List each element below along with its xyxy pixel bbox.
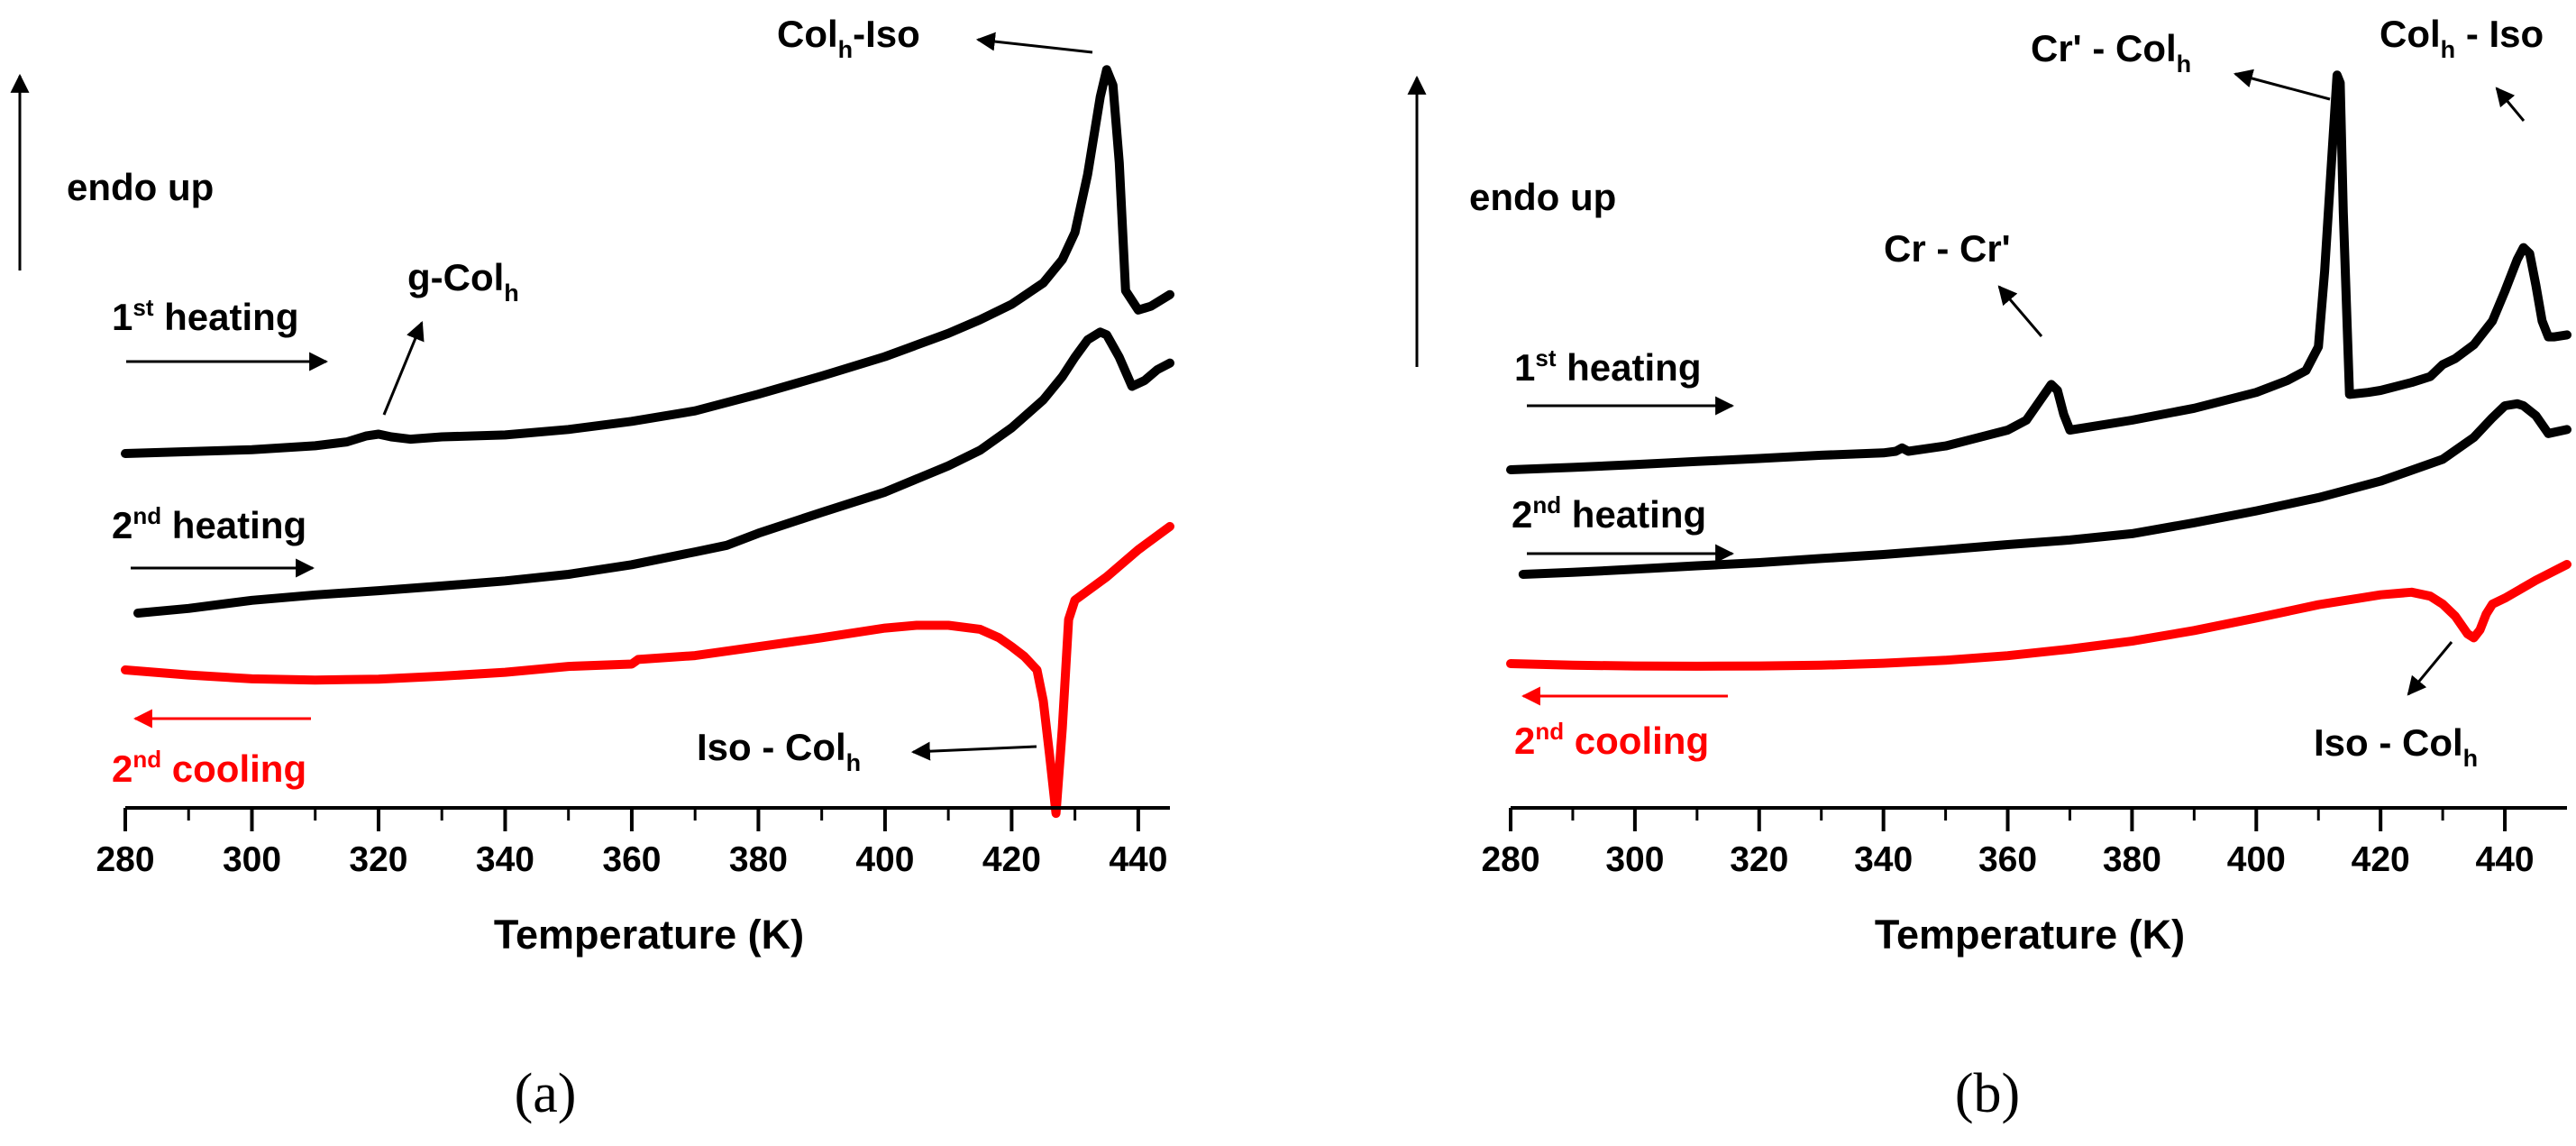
x-axis-title: Temperature (K) [494,912,804,958]
x-tick-label-300: 300 [223,840,281,879]
x-tick-label-400: 400 [2227,840,2286,879]
legend-2nd-cooling: 2nd cooling [112,746,306,790]
x-tick-label-360: 360 [1978,840,2037,879]
annotation-arrow-iso-colh [910,741,1037,761]
legend-2nd-cooling: 2nd cooling [1514,718,1709,762]
curve-2nd-heating [1518,399,2571,579]
x-tick-label-440: 440 [1109,840,1167,879]
x-tick-label-340: 340 [476,840,534,879]
annotation-arrow-g-colh [382,321,425,416]
x-tick-label-380: 380 [2103,840,2161,879]
annotation-cr-crprime: Cr - Cr' [1884,227,2011,270]
legend-1st-heating: 1st heating [1514,344,1702,389]
annotation-crprime-colh: Cr' - Colh [2031,27,2191,78]
annotation-colh-iso: Colh-Iso [777,13,920,63]
annotation-colh-iso: Colh - Iso [2380,13,2544,63]
x-axis-title: Temperature (K) [1875,912,2185,958]
annotation-arrow-crprime-colh [2233,69,2331,101]
x-tick-label-320: 320 [349,840,407,879]
x-tick-label-280: 280 [1481,840,1539,879]
endo-up-label: endo up [67,166,214,208]
x-tick-label-400: 400 [855,840,914,879]
curve-1st-heating [1506,70,2571,474]
x-tick-label-420: 420 [2352,840,2410,879]
annotation-g-colh: g-Colh [407,256,519,307]
legend-2nd-heating: 2nd heating [112,502,306,546]
x-tick-label-340: 340 [1854,840,1913,879]
endo-up-label: endo up [1469,176,1616,218]
x-tick-label-440: 440 [2476,840,2535,879]
panel-caption-a: (a) [515,1063,577,1124]
annotation-iso-colh: Iso - Colh [697,726,861,776]
annotation-arrow-colh-iso [975,32,1093,54]
legend-1st-heating: 1st heating [112,294,299,338]
curve-2nd-cooling [1506,560,2571,671]
x-tick-label-280: 280 [96,840,154,879]
x-tick-label-300: 300 [1605,840,1664,879]
x-tick-label-420: 420 [982,840,1041,879]
curve-1st-heating [121,65,1174,458]
annotation-arrow-cr-crprime [1997,285,2043,337]
annotation-arrow-colh-iso [2495,87,2526,122]
x-tick-label-360: 360 [602,840,661,879]
x-tick-label-320: 320 [1730,840,1788,879]
curve-2nd-cooling [121,521,1174,819]
curve-2nd-heating [133,327,1174,618]
panel-caption-b: (b) [1955,1063,2020,1124]
x-tick-label-380: 380 [729,840,788,879]
panel-b-chart: endo up 1st heating 2nd heating 2nd cool… [1407,13,2571,1124]
annotation-iso-colh: Iso - Colh [2314,721,2478,772]
annotation-arrow-iso-colh [2407,641,2453,696]
legend-2nd-heating: 2nd heating [1512,491,1706,536]
panel-a-chart: endo up 1st heating 2nd heating 2nd cool… [10,13,1174,1124]
x-axis-ticks: 280 300 320 340 360 380 400 420 440 [1481,808,2535,879]
x-axis-ticks: 280 300 320 340 360 380 400 420 440 [96,808,1167,879]
